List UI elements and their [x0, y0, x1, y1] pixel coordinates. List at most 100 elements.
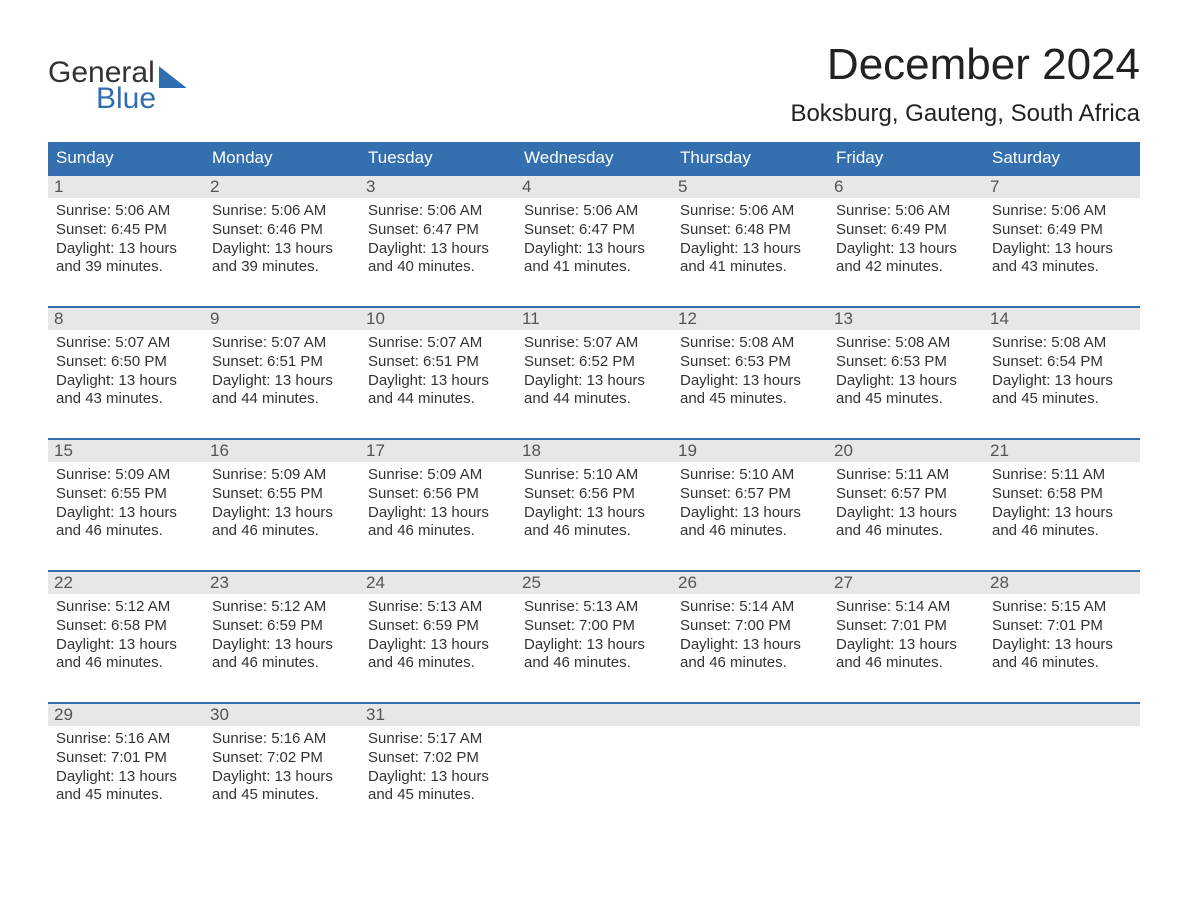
day-cell: Sunrise: 5:12 AMSunset: 6:59 PMDaylight:… — [204, 594, 360, 684]
day-cell — [516, 726, 672, 816]
calendar: SundayMondayTuesdayWednesdayThursdayFrid… — [48, 142, 1140, 816]
sunrise-line: Sunrise: 5:06 AM — [836, 202, 978, 221]
day-number: 24 — [360, 572, 516, 594]
sunrise-line: Sunrise: 5:06 AM — [992, 202, 1134, 221]
sunset-line: Sunset: 6:55 PM — [212, 485, 354, 504]
sunset-line: Sunset: 6:54 PM — [992, 353, 1134, 372]
day-number: 23 — [204, 572, 360, 594]
day-number: 29 — [48, 704, 204, 726]
sunset-line: Sunset: 7:01 PM — [56, 749, 198, 768]
day-cell: Sunrise: 5:06 AMSunset: 6:46 PMDaylight:… — [204, 198, 360, 288]
dow-wednesday: Wednesday — [516, 142, 672, 174]
day-number: 26 — [672, 572, 828, 594]
day-number: 14 — [984, 308, 1140, 330]
sunset-line: Sunset: 6:52 PM — [524, 353, 666, 372]
sunrise-line: Sunrise: 5:16 AM — [212, 730, 354, 749]
day-cell: Sunrise: 5:09 AMSunset: 6:56 PMDaylight:… — [360, 462, 516, 552]
day-cell: Sunrise: 5:08 AMSunset: 6:54 PMDaylight:… — [984, 330, 1140, 420]
day-cell: Sunrise: 5:11 AMSunset: 6:58 PMDaylight:… — [984, 462, 1140, 552]
title-block: December 2024 Boksburg, Gauteng, South A… — [790, 40, 1140, 128]
daylight-line1: Daylight: 13 hours — [368, 768, 510, 787]
day-number: 18 — [516, 440, 672, 462]
daylight-line1: Daylight: 13 hours — [992, 240, 1134, 259]
sunrise-line: Sunrise: 5:06 AM — [680, 202, 822, 221]
day-number: 22 — [48, 572, 204, 594]
sunset-line: Sunset: 7:00 PM — [680, 617, 822, 636]
sunset-line: Sunset: 6:58 PM — [992, 485, 1134, 504]
day-cell: Sunrise: 5:06 AMSunset: 6:48 PMDaylight:… — [672, 198, 828, 288]
day-number: 10 — [360, 308, 516, 330]
day-number: 27 — [828, 572, 984, 594]
day-cell: Sunrise: 5:13 AMSunset: 7:00 PMDaylight:… — [516, 594, 672, 684]
week-row: 891011121314Sunrise: 5:07 AMSunset: 6:50… — [48, 306, 1140, 420]
daylight-line2: and 46 minutes. — [212, 522, 354, 541]
daylight-line1: Daylight: 13 hours — [212, 636, 354, 655]
day-number: 1 — [48, 176, 204, 198]
sunrise-line: Sunrise: 5:09 AM — [368, 466, 510, 485]
day-number: 16 — [204, 440, 360, 462]
month-title: December 2024 — [790, 40, 1140, 90]
day-number: 13 — [828, 308, 984, 330]
week-row: 22232425262728Sunrise: 5:12 AMSunset: 6:… — [48, 570, 1140, 684]
location: Boksburg, Gauteng, South Africa — [790, 100, 1140, 128]
daylight-line1: Daylight: 13 hours — [56, 372, 198, 391]
daylight-line2: and 45 minutes. — [212, 786, 354, 805]
sunrise-line: Sunrise: 5:12 AM — [56, 598, 198, 617]
daylight-line2: and 43 minutes. — [992, 258, 1134, 277]
day-cell: Sunrise: 5:08 AMSunset: 6:53 PMDaylight:… — [672, 330, 828, 420]
day-cell: Sunrise: 5:06 AMSunset: 6:45 PMDaylight:… — [48, 198, 204, 288]
daylight-line2: and 45 minutes. — [836, 390, 978, 409]
day-cell: Sunrise: 5:17 AMSunset: 7:02 PMDaylight:… — [360, 726, 516, 816]
daylight-line2: and 46 minutes. — [212, 654, 354, 673]
daylight-line2: and 46 minutes. — [836, 654, 978, 673]
sunset-line: Sunset: 7:00 PM — [524, 617, 666, 636]
sunset-line: Sunset: 6:56 PM — [368, 485, 510, 504]
sunset-line: Sunset: 6:59 PM — [368, 617, 510, 636]
sunrise-line: Sunrise: 5:07 AM — [368, 334, 510, 353]
dow-saturday: Saturday — [984, 142, 1140, 174]
daylight-line2: and 46 minutes. — [368, 522, 510, 541]
sunset-line: Sunset: 6:57 PM — [836, 485, 978, 504]
daylight-line1: Daylight: 13 hours — [524, 240, 666, 259]
day-cell: Sunrise: 5:09 AMSunset: 6:55 PMDaylight:… — [48, 462, 204, 552]
daylight-line1: Daylight: 13 hours — [368, 372, 510, 391]
sunrise-line: Sunrise: 5:14 AM — [680, 598, 822, 617]
sunset-line: Sunset: 6:47 PM — [368, 221, 510, 240]
sunrise-line: Sunrise: 5:06 AM — [524, 202, 666, 221]
day-cell: Sunrise: 5:07 AMSunset: 6:51 PMDaylight:… — [360, 330, 516, 420]
daylight-line2: and 44 minutes. — [212, 390, 354, 409]
day-number: 2 — [204, 176, 360, 198]
daylight-line1: Daylight: 13 hours — [992, 636, 1134, 655]
daylight-line1: Daylight: 13 hours — [368, 504, 510, 523]
day-number: 17 — [360, 440, 516, 462]
dow-friday: Friday — [828, 142, 984, 174]
daylight-line2: and 39 minutes. — [56, 258, 198, 277]
daylight-line2: and 46 minutes. — [368, 654, 510, 673]
week-row: 15161718192021Sunrise: 5:09 AMSunset: 6:… — [48, 438, 1140, 552]
day-number: 20 — [828, 440, 984, 462]
sunset-line: Sunset: 6:49 PM — [836, 221, 978, 240]
sunrise-line: Sunrise: 5:16 AM — [56, 730, 198, 749]
day-number: 6 — [828, 176, 984, 198]
days-of-week-header: SundayMondayTuesdayWednesdayThursdayFrid… — [48, 142, 1140, 174]
sunrise-line: Sunrise: 5:09 AM — [56, 466, 198, 485]
sunrise-line: Sunrise: 5:17 AM — [368, 730, 510, 749]
day-number: 31 — [360, 704, 516, 726]
sunrise-line: Sunrise: 5:06 AM — [368, 202, 510, 221]
sunset-line: Sunset: 7:01 PM — [836, 617, 978, 636]
daylight-line2: and 46 minutes. — [56, 654, 198, 673]
day-number: 4 — [516, 176, 672, 198]
day-cell: Sunrise: 5:10 AMSunset: 6:56 PMDaylight:… — [516, 462, 672, 552]
day-cell: Sunrise: 5:11 AMSunset: 6:57 PMDaylight:… — [828, 462, 984, 552]
sunrise-line: Sunrise: 5:15 AM — [992, 598, 1134, 617]
daylight-line2: and 43 minutes. — [56, 390, 198, 409]
sunrise-line: Sunrise: 5:08 AM — [992, 334, 1134, 353]
daylight-line2: and 41 minutes. — [524, 258, 666, 277]
sunset-line: Sunset: 6:50 PM — [56, 353, 198, 372]
day-cell: Sunrise: 5:07 AMSunset: 6:51 PMDaylight:… — [204, 330, 360, 420]
sunrise-line: Sunrise: 5:10 AM — [524, 466, 666, 485]
daylight-line1: Daylight: 13 hours — [680, 504, 822, 523]
daylight-line1: Daylight: 13 hours — [56, 504, 198, 523]
daynum-row: 293031.... — [48, 704, 1140, 726]
daylight-line2: and 45 minutes. — [680, 390, 822, 409]
